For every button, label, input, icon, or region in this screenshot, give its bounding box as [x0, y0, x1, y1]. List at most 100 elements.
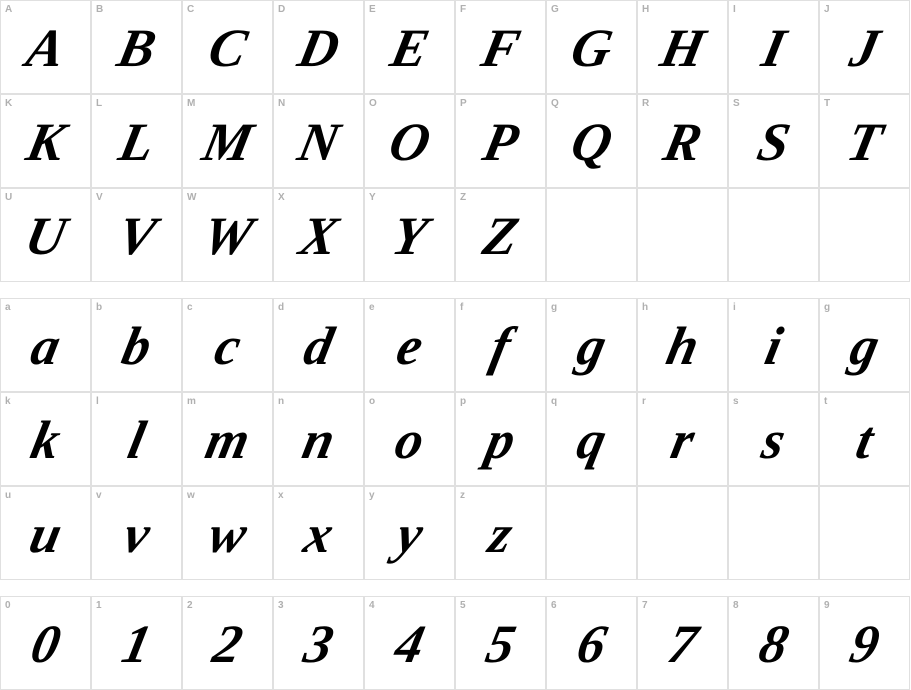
glyph-cell: DD — [273, 0, 364, 94]
glyph-row: KKLLMMNNOOPPQQRRSSTT — [0, 94, 911, 188]
glyph-cell: EE — [364, 0, 455, 94]
glyph-cell: 11 — [91, 596, 182, 690]
cell-glyph: 9 — [845, 617, 883, 671]
glyph-cell: ss — [728, 392, 819, 486]
glyph-cell: pp — [455, 392, 546, 486]
cell-glyph: m — [201, 413, 254, 467]
cell-label: U — [5, 192, 12, 203]
glyph-cell: OO — [364, 94, 455, 188]
cell-glyph: x — [299, 507, 337, 561]
cell-glyph: 2 — [208, 617, 246, 671]
glyph-cell: TT — [819, 94, 910, 188]
cell-glyph: n — [298, 413, 340, 467]
glyph-cell: 33 — [273, 596, 364, 690]
cell-glyph: F — [477, 21, 525, 75]
cell-label: I — [733, 4, 736, 15]
cell-label: g — [551, 302, 557, 313]
cell-label: D — [278, 4, 285, 15]
glyph-cell: HH — [637, 0, 728, 94]
glyph-cell: ii — [728, 298, 819, 392]
cell-label: r — [642, 396, 646, 407]
cell-glyph: s — [757, 413, 789, 467]
glyph-cell: yy — [364, 486, 455, 580]
glyph-cell: dd — [273, 298, 364, 392]
glyph-cell: JJ — [819, 0, 910, 94]
glyph-cell: LL — [91, 94, 182, 188]
cell-glyph: P — [478, 115, 522, 169]
cell-glyph: S — [753, 115, 795, 169]
cell-label: Y — [369, 192, 376, 203]
cell-glyph: p — [481, 413, 519, 467]
row-spacer — [0, 580, 911, 596]
cell-glyph: G — [566, 21, 616, 75]
glyph-cell: UU — [0, 188, 91, 282]
empty-cell — [728, 486, 819, 580]
cell-label: 1 — [96, 600, 102, 611]
cell-label: 2 — [187, 600, 193, 611]
glyph-cell: WW — [182, 188, 273, 282]
glyph-cell: xx — [273, 486, 364, 580]
row-spacer — [0, 282, 911, 298]
cell-glyph: O — [384, 115, 434, 169]
cell-glyph: w — [204, 507, 252, 561]
cell-glyph: d — [299, 319, 337, 373]
glyph-cell: VV — [91, 188, 182, 282]
cell-label: e — [369, 302, 375, 313]
cell-label: v — [96, 490, 102, 501]
cell-label: d — [278, 302, 284, 313]
cell-glyph: A — [22, 21, 70, 75]
cell-glyph: z — [484, 507, 516, 561]
cell-glyph: L — [114, 115, 158, 169]
cell-glyph: 8 — [754, 617, 792, 671]
glyph-row: 00112233445566778899 — [0, 596, 911, 690]
glyph-cell: 22 — [182, 596, 273, 690]
glyph-cell: SS — [728, 94, 819, 188]
glyph-cell: ee — [364, 298, 455, 392]
cell-glyph: H — [656, 21, 709, 75]
glyph-cell: 00 — [0, 596, 91, 690]
cell-glyph: q — [572, 413, 610, 467]
cell-glyph: J — [845, 21, 883, 75]
cell-glyph: g — [572, 319, 610, 373]
cell-label: i — [733, 302, 736, 313]
glyph-cell: gg — [546, 298, 637, 392]
cell-glyph: v — [119, 507, 154, 561]
cell-label: x — [278, 490, 284, 501]
cell-label: Z — [460, 192, 466, 203]
cell-label: 4 — [369, 600, 375, 611]
glyph-cell: ZZ — [455, 188, 546, 282]
cell-label: z — [460, 490, 465, 501]
glyph-cell: gg — [819, 298, 910, 392]
glyph-row: UUVVWWXXYYZZ — [0, 188, 911, 282]
cell-glyph: b — [117, 319, 155, 373]
cell-glyph: 4 — [390, 617, 428, 671]
cell-label: F — [460, 4, 466, 15]
empty-cell — [637, 188, 728, 282]
cell-glyph: y — [392, 507, 427, 561]
cell-label: G — [551, 4, 559, 15]
cell-glyph: u — [25, 507, 67, 561]
cell-glyph: g — [845, 319, 883, 373]
glyph-cell: uu — [0, 486, 91, 580]
empty-cell — [546, 486, 637, 580]
cell-glyph: U — [20, 209, 70, 263]
empty-cell — [637, 486, 728, 580]
glyph-row: aabbccddeeffgghhiigg — [0, 298, 911, 392]
font-character-map: from www.novelfonts.com from www.novelfo… — [0, 0, 911, 690]
cell-label: S — [733, 98, 740, 109]
cell-label: 5 — [460, 600, 466, 611]
empty-cell — [819, 188, 910, 282]
cell-label: a — [5, 302, 11, 313]
cell-label: A — [5, 4, 12, 15]
cell-glyph: i — [760, 319, 786, 373]
glyph-cell: AA — [0, 0, 91, 94]
cell-label: W — [187, 192, 196, 203]
cell-label: q — [551, 396, 557, 407]
cell-label: E — [369, 4, 376, 15]
glyph-cell: PP — [455, 94, 546, 188]
cell-label: u — [5, 490, 11, 501]
glyph-cell: cc — [182, 298, 273, 392]
cell-label: h — [642, 302, 648, 313]
glyph-cell: vv — [91, 486, 182, 580]
glyph-cell: oo — [364, 392, 455, 486]
